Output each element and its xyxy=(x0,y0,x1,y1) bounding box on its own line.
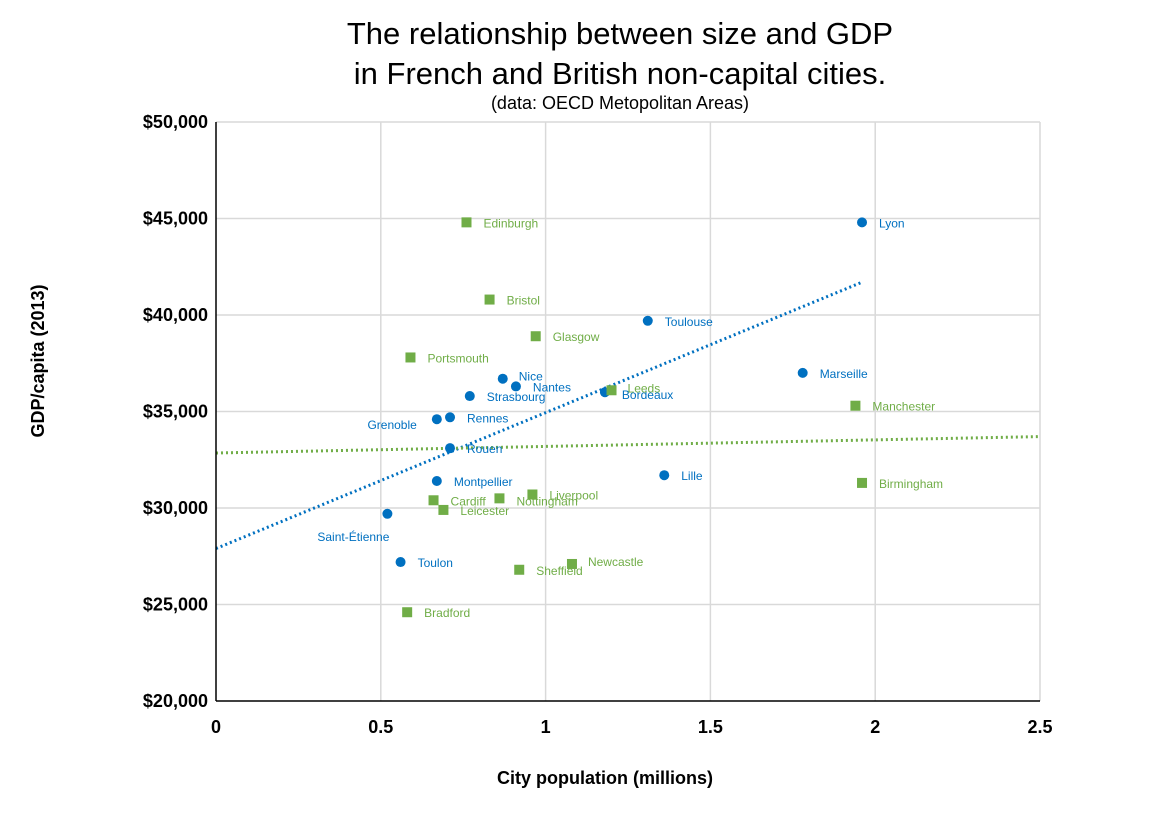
axes: 0 0.5 1 1.5 2 2.5 $20,000 $25,000 $30,000 $35,000… xyxy=(143,112,1053,737)
grid-lines xyxy=(216,121,1041,701)
data-point xyxy=(402,607,413,618)
point-label: Toulouse xyxy=(665,315,713,329)
data-point xyxy=(382,508,393,519)
data-point xyxy=(510,381,521,392)
data-point xyxy=(857,217,868,228)
point-label: Bristol xyxy=(507,294,540,308)
data-point xyxy=(566,558,577,569)
data-point xyxy=(850,400,861,411)
data-point xyxy=(484,294,495,305)
x-axis-label: City population (millions) xyxy=(497,768,713,788)
data-point xyxy=(445,412,456,423)
point-label: Manchester xyxy=(872,400,935,414)
y-tick-label: $35,000 xyxy=(143,402,208,422)
y-tick-label: $40,000 xyxy=(143,305,208,325)
data-point xyxy=(497,373,508,384)
x-tick-label: 1 xyxy=(541,717,551,737)
point-label: Nice xyxy=(519,370,543,384)
x-tick-label: 2.5 xyxy=(1027,717,1052,737)
chart-title-line-2: in French and British non-capital cities… xyxy=(354,56,886,91)
data-point xyxy=(642,315,653,326)
data-point xyxy=(797,367,808,378)
y-tick-label: $30,000 xyxy=(143,498,208,518)
data-point xyxy=(461,217,472,228)
point-label: Edinburgh xyxy=(483,216,538,230)
point-label: Leeds xyxy=(628,381,661,395)
y-tick-label: $45,000 xyxy=(143,209,208,229)
point-label: Lille xyxy=(681,469,703,483)
point-label: Birmingham xyxy=(879,477,943,491)
chart-title: The relationship between size and GDP in… xyxy=(347,16,893,113)
point-label: Portsmouth xyxy=(427,351,488,365)
point-label: Nantes xyxy=(533,380,571,394)
data-point xyxy=(445,443,456,454)
data-point xyxy=(857,477,868,488)
point-label: Strasbourg xyxy=(487,390,546,404)
data-point xyxy=(527,489,538,500)
data-point xyxy=(606,385,617,396)
trendline xyxy=(215,280,863,550)
y-tick-label: $50,000 xyxy=(143,112,208,132)
data-points xyxy=(382,217,868,618)
data-point xyxy=(530,331,541,342)
point-label: Sheffield xyxy=(536,564,582,578)
data-point xyxy=(428,495,439,506)
y-axis-label: GDP/capita (2013) xyxy=(28,284,48,437)
chart-title-line-1: The relationship between size and GDP xyxy=(347,16,893,51)
point-label: Cardiff xyxy=(451,494,487,508)
data-point xyxy=(438,504,449,515)
trendlines xyxy=(215,280,1041,550)
x-tick-label: 0 xyxy=(211,717,221,737)
trendline xyxy=(215,435,1041,455)
point-label: Grenoble xyxy=(367,418,417,432)
data-point xyxy=(464,391,475,402)
point-label: Bordeaux xyxy=(622,388,673,402)
point-label: Bradford xyxy=(424,606,470,620)
point-label: Toulon xyxy=(418,556,453,570)
x-tick-label: 1.5 xyxy=(698,717,723,737)
x-tick-label: 2 xyxy=(870,717,880,737)
chart-subtitle: (data: OECD Metopolitan Areas) xyxy=(491,93,749,113)
point-label: Rouen xyxy=(467,442,502,456)
data-point xyxy=(395,557,406,568)
x-tick-label: 0.5 xyxy=(368,717,393,737)
point-label: Glasgow xyxy=(553,330,600,344)
point-label: Lyon xyxy=(879,216,905,230)
point-label: Montpellier xyxy=(454,475,513,489)
data-point xyxy=(431,475,442,486)
data-point xyxy=(405,352,416,363)
data-point xyxy=(514,564,525,575)
point-label: Marseille xyxy=(820,367,868,381)
point-label: Leicester xyxy=(460,504,509,518)
point-label: Liverpool xyxy=(549,488,598,502)
y-tick-label: $25,000 xyxy=(143,595,208,615)
data-point xyxy=(431,414,442,425)
point-label: Rennes xyxy=(467,411,508,425)
point-label: Nottingham xyxy=(516,494,577,508)
point-label: Saint-Étienne xyxy=(317,529,389,544)
y-tick-label: $20,000 xyxy=(143,691,208,711)
point-label: Newcastle xyxy=(588,555,644,569)
data-point xyxy=(659,470,670,481)
data-point xyxy=(494,493,505,504)
